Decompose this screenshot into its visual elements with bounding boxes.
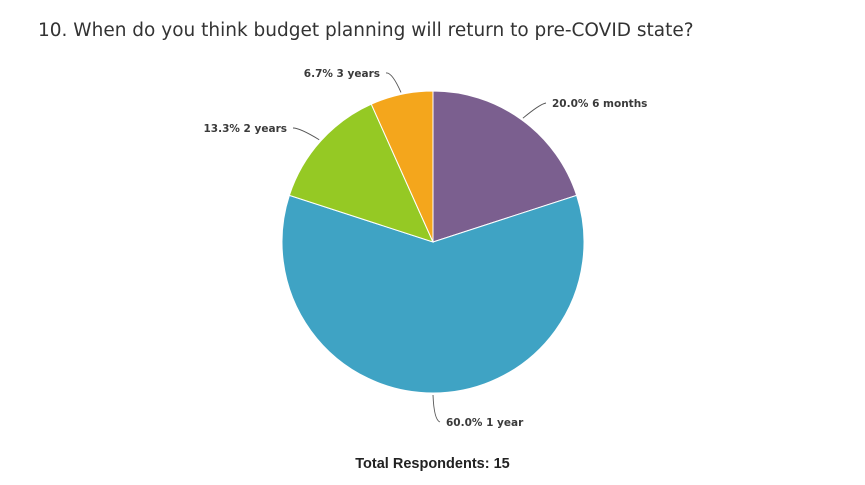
total-respondents: Total Respondents: 15 <box>355 456 510 472</box>
question-title: 10. When do you think budget planning wi… <box>38 20 694 41</box>
slice-label: 6.7% 3 years <box>304 68 380 80</box>
leader-line <box>432 394 441 423</box>
pie-slice-2-years <box>288 103 434 243</box>
slice-label: 60.0% 1 year <box>446 417 524 429</box>
pie-slice-1-year <box>281 194 585 394</box>
leader-line <box>292 127 320 141</box>
slice-label: 13.3% 2 years <box>203 123 287 135</box>
pie-slice-3-years <box>370 90 434 243</box>
slice-label: 20.0% 6 months <box>552 98 647 110</box>
leader-line <box>522 102 547 119</box>
pie-slice-6-months <box>432 90 578 243</box>
leader-line <box>385 72 402 93</box>
